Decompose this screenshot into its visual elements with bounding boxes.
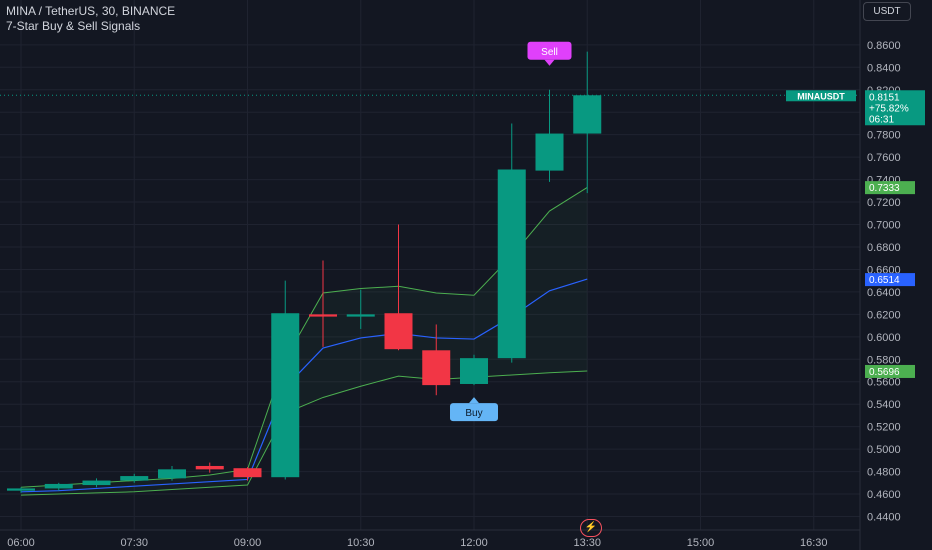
price-tick-label: 0.6200 <box>867 309 901 321</box>
currency-button[interactable]: USDT <box>863 2 911 21</box>
price-tick-label: 0.7800 <box>867 130 901 142</box>
last-price-value: 0.8151 <box>869 92 900 103</box>
candle <box>460 354 488 386</box>
time-tick-label: 07:30 <box>120 537 148 549</box>
time-tick-label: 06:00 <box>7 537 35 549</box>
price-tick-label: 0.7200 <box>867 197 901 209</box>
grid <box>0 0 861 550</box>
candle-body <box>535 133 564 171</box>
band-price-value: 0.5696 <box>869 367 900 378</box>
candle <box>233 467 262 481</box>
candle <box>7 487 35 493</box>
price-tick-label: 0.7000 <box>867 220 901 232</box>
candle <box>573 51 602 194</box>
lower-band-line <box>20 370 588 496</box>
candle <box>271 280 300 480</box>
candle <box>346 289 375 329</box>
band-price-value: 0.7333 <box>869 183 900 194</box>
candle <box>497 123 526 363</box>
price-tick-label: 0.8600 <box>867 40 901 52</box>
price-change: +75.82% <box>869 103 909 114</box>
candle-body <box>346 314 375 317</box>
buy-label-box <box>450 403 498 422</box>
candle-body <box>233 468 262 478</box>
candle <box>82 478 111 488</box>
sell-label-text: Sell <box>541 47 558 58</box>
price-tick-label: 0.4600 <box>867 489 901 501</box>
last-price-box <box>865 90 925 126</box>
price-tick-label: 0.5000 <box>867 444 901 456</box>
price-labels: MINAUSDT 0.8151+75.82%06:310.73330.65140.… <box>786 90 925 378</box>
candle <box>309 260 337 347</box>
band-price-label: 0.6514 <box>865 273 915 287</box>
price-tick-label: 0.5800 <box>867 354 901 366</box>
candle <box>120 473 149 483</box>
time-tick-label: 16:30 <box>800 537 828 549</box>
band-price-value: 0.6514 <box>869 275 900 286</box>
candle-body <box>497 169 526 359</box>
band-price-label: 0.5696 <box>865 364 915 378</box>
lightning-icon[interactable]: ⚡ <box>580 519 602 537</box>
price-tick-label: 0.5400 <box>867 399 901 411</box>
price-tick-label: 0.5600 <box>867 377 901 389</box>
buy-signal: Buy <box>450 397 498 422</box>
band-price-label: 0.7333 <box>865 181 915 195</box>
candle <box>384 224 413 351</box>
sell-signal: Sell <box>527 41 572 66</box>
buy-label-pointer <box>469 397 479 404</box>
candle-body <box>384 313 413 350</box>
band-price-box <box>865 181 915 195</box>
symbol-title[interactable]: MINA / TetherUS, 30, BINANCE <box>6 4 176 18</box>
candlesticks <box>7 51 602 493</box>
price-tick-label: 0.7600 <box>867 152 901 164</box>
indicator-name[interactable]: 7-Star Buy & Sell Signals <box>6 19 141 33</box>
time-tick-label: 10:30 <box>347 537 375 549</box>
candle-body <box>271 313 300 478</box>
price-tick-label: 0.6400 <box>867 287 901 299</box>
price-tick-label: 0.6000 <box>867 332 901 344</box>
candle-body <box>573 95 602 134</box>
candle-body <box>309 314 337 317</box>
candle-body <box>422 350 451 386</box>
price-tick-label: 0.4800 <box>867 467 901 479</box>
candle-body <box>82 480 111 486</box>
candle <box>422 324 451 396</box>
candle <box>44 482 73 491</box>
candle-body <box>120 476 149 481</box>
indicator-bands <box>20 187 588 496</box>
candle-body <box>460 358 488 384</box>
candle-body <box>7 488 35 491</box>
candle <box>195 462 224 473</box>
band-price-box <box>865 273 915 287</box>
buy-label-text: Buy <box>465 408 482 419</box>
band-fill <box>21 187 588 496</box>
price-tick-label: 0.4400 <box>867 512 901 524</box>
sell-label-pointer <box>544 59 555 66</box>
candle-body <box>44 483 73 489</box>
symbol-tag-text: MINAUSDT <box>797 91 845 101</box>
sell-label-box <box>527 41 572 60</box>
candle <box>158 465 186 481</box>
price-tick-label: 0.6800 <box>867 242 901 254</box>
upper-band-line <box>20 187 588 488</box>
time-tick-label: 15:00 <box>687 537 715 549</box>
bar-countdown: 06:31 <box>869 114 894 125</box>
band-price-box <box>865 364 915 378</box>
price-tick-label: 0.8400 <box>867 62 901 74</box>
candle-body <box>158 469 186 479</box>
signal-labels: Sell Buy <box>450 41 572 422</box>
time-tick-label: 13:30 <box>573 537 601 549</box>
middle-band-line <box>20 278 588 493</box>
time-tick-label: 09:00 <box>234 537 262 549</box>
price-tick-label: 0.5200 <box>867 422 901 434</box>
candle-body <box>195 465 224 470</box>
time-axis: 06:00 07:30 09:00 10:30 12:00 13:30 15:00 16:30 <box>7 537 827 549</box>
candle <box>535 89 564 182</box>
symbol-tag <box>786 90 856 102</box>
chart-legend: MINA / TetherUS, 30, BINANCE 7-Star Buy … <box>6 4 175 34</box>
last-price-label: MINAUSDT 0.8151+75.82%06:31 <box>786 90 925 126</box>
time-tick-label: 12:00 <box>460 537 488 549</box>
